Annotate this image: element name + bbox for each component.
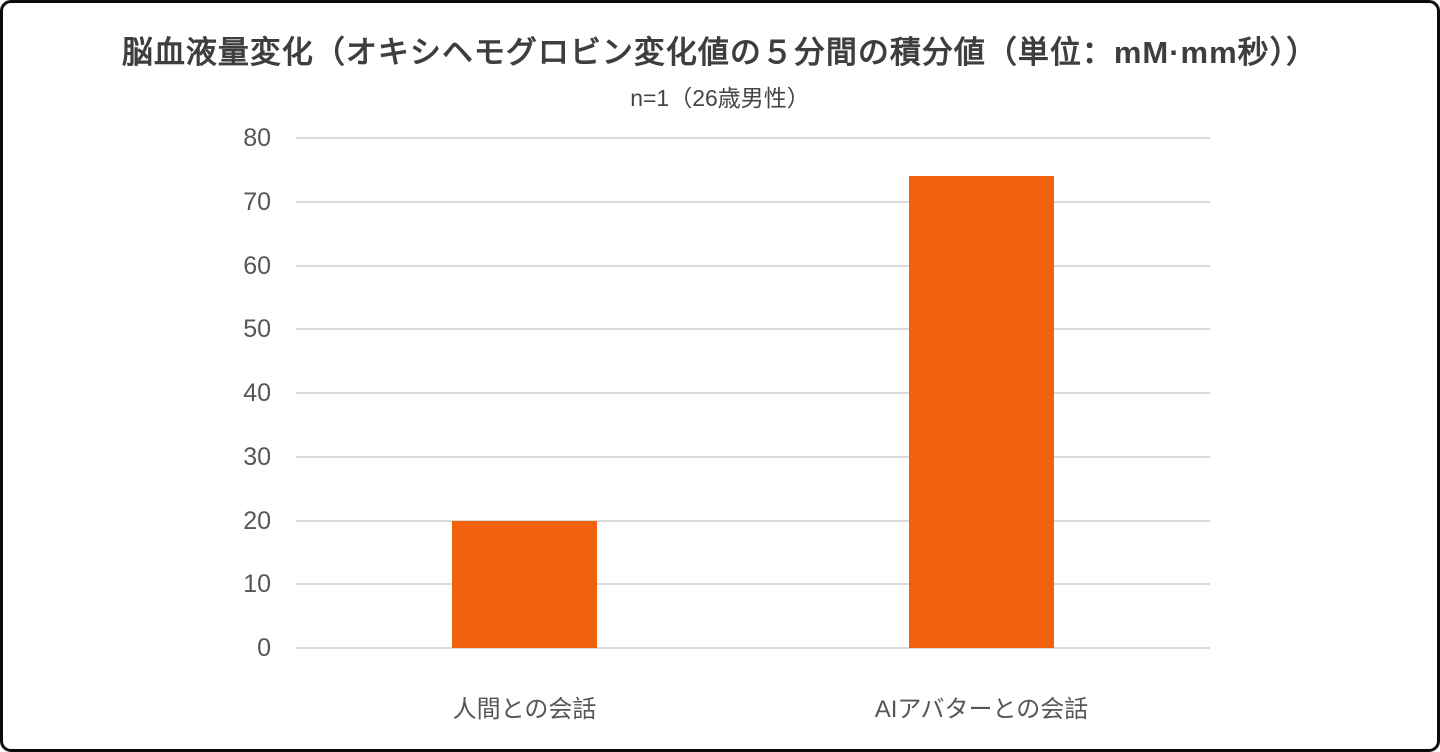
y-axis-labels: 0 10 20 30 40 50 60 70 80 [3,125,271,661]
chart-subtitle: n=1（26歳男性） [630,85,810,111]
bar-chart: 脳血液量変化（オキシヘモグロビン変化値の５分間の積分値（単位：mM·mm秒）） … [3,3,1437,749]
gridline [296,264,1210,267]
y-tick-label: 60 [243,251,271,280]
y-tick-label: 80 [243,124,271,152]
gridline [296,392,1210,394]
gridline [296,328,1210,331]
y-tick-label: 20 [243,506,271,535]
gridline [296,200,1210,203]
y-tick-label: 10 [243,570,271,599]
chart-title: 脳血液量変化（オキシヘモグロビン変化値の５分間の積分値（単位：mM·mm秒）） [121,35,1319,70]
gridline [296,583,1210,586]
y-tick-label: 50 [243,315,271,344]
plot-area [296,137,1210,649]
y-tick-label: 30 [243,442,271,471]
bar [452,520,597,648]
gridline [296,137,1210,139]
y-tick-label: 0 [257,634,271,662]
y-tick-label: 70 [243,187,271,216]
y-tick-label: 40 [243,379,271,407]
bar [909,176,1054,648]
gridline [296,519,1210,522]
gridline [296,647,1210,649]
x-category-label: AIアバターとの会話 [874,696,1089,723]
gridline [296,455,1210,458]
x-category-label: 人間との会話 [452,696,597,723]
x-axis-labels: 人間との会話 AIアバターとの会話 [296,689,1210,729]
